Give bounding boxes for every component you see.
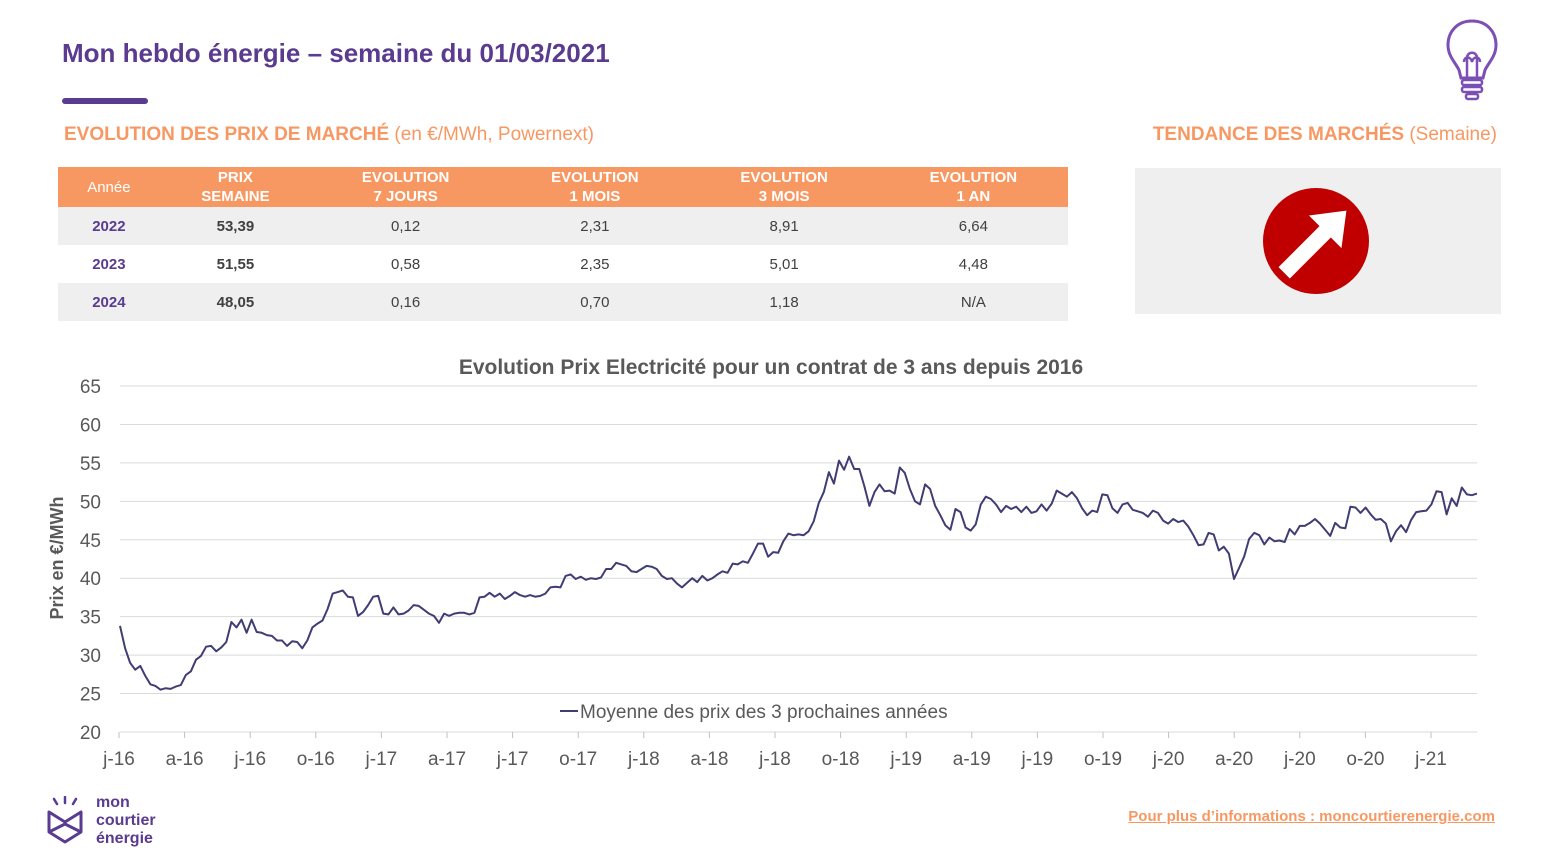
evolution-7d-cell: 0,58	[391, 255, 421, 273]
evolution-7d-cell: 0,12	[311, 207, 501, 245]
trend-heading-bold: TENDANCE DES MARCHÉS	[1152, 124, 1405, 145]
x-tick-label: j-20	[1283, 749, 1316, 770]
logo-text: mon courtier énergie	[96, 794, 156, 848]
trend-heading-light: (Semaine)	[1404, 124, 1497, 145]
x-tick-label: a-19	[953, 749, 991, 770]
evolution-1y-cell: 6,64	[878, 207, 1068, 245]
evolution-1m-cell: 0,70	[500, 283, 690, 321]
trend-box	[1135, 168, 1501, 314]
year-cell: 2022	[58, 207, 160, 245]
x-tick-label: j-21	[1414, 749, 1447, 770]
trend-section-heading: TENDANCE DES MARCHÉS (Semaine)	[1153, 124, 1497, 146]
series-line	[119, 455, 1478, 691]
y-tick-label: 55	[80, 454, 101, 475]
x-tick-label: j-20	[1152, 749, 1185, 770]
table-row: 2022 53,39 0,12 2,31 8,91 6,64	[58, 207, 1068, 245]
x-tick-label: o-19	[1084, 749, 1122, 770]
x-tick-label: o-17	[559, 749, 597, 770]
chart-title: Evolution Prix Electricité pour un contr…	[459, 356, 1083, 379]
evolution-3m-cell: 1,18	[689, 283, 879, 321]
price-cell: 48,05	[159, 283, 312, 321]
column-header: EVOLUTION 1 AN	[878, 167, 1068, 207]
x-tick-label: j-17	[365, 749, 398, 770]
y-axis: 20 25 30 35 40 45 50 55 60 65	[80, 377, 101, 744]
x-tick-label: j-18	[758, 749, 791, 770]
x-tick-label: a-18	[690, 749, 728, 770]
chart-legend: Moyenne des prix des 3 prochaines années	[560, 702, 948, 723]
table-row: 2023 51,55 0,58 2,35 5,01 4,48	[58, 245, 1068, 283]
y-tick-label: 25	[80, 685, 101, 706]
column-header: Année	[58, 167, 160, 207]
prices-section-heading: EVOLUTION DES PRIX DE MARCHÉ (en €/MWh, …	[64, 124, 594, 146]
price-table: Année PRIX SEMAINE EVOLUTION 7 JOURS EVOLU…	[58, 167, 1068, 321]
x-tick-label: a-16	[166, 749, 204, 770]
y-tick-label: 30	[80, 646, 101, 667]
x-tick-label: j-16	[102, 749, 135, 770]
evolution-1y-cell: N/A	[878, 283, 1068, 321]
chart-grid	[120, 385, 1477, 733]
x-tick-label: j-19	[889, 749, 922, 770]
logo-line: mon	[96, 794, 130, 811]
x-tick-label: j-18	[627, 749, 660, 770]
year-cell: 2023	[92, 255, 126, 273]
prices-heading-bold: EVOLUTION DES PRIX DE MARCHÉ	[64, 124, 390, 145]
legend-label: Moyenne des prix des 3 prochaines années	[580, 702, 948, 723]
logo-envelope-icon	[47, 796, 83, 844]
x-tick-label: o-20	[1346, 749, 1384, 770]
x-tick-label: j-19	[1021, 749, 1054, 770]
brand-logo: mon courtier énergie	[46, 794, 186, 854]
arrow-up-right-icon	[1263, 188, 1369, 294]
x-tick-label: j-16	[233, 749, 266, 770]
x-tick-label: a-20	[1215, 749, 1253, 770]
x-tick-label: a-17	[428, 749, 466, 770]
table-header-row: Année PRIX SEMAINE EVOLUTION 7 JOURS EVOLU…	[58, 167, 1068, 207]
table-row: 2024 48,05 0,16 0,70 1,18 N/A	[58, 283, 1068, 321]
evolution-7d-cell: 0,16	[311, 283, 501, 321]
price-cell: 51,55	[216, 255, 255, 273]
y-tick-label: 60	[80, 415, 101, 436]
y-tick-label: 65	[80, 377, 101, 398]
y-tick-label: 50	[80, 492, 101, 513]
x-axis: j-16 a-16 j-16 o-16 j-17 a-17 j-17 o-17 j-18 a-18…	[102, 732, 1447, 770]
y-tick-label: 45	[80, 531, 101, 552]
website-link[interactable]: Pour plus d’informations : moncourtieren…	[1128, 808, 1495, 825]
column-header: PRIX SEMAINE	[159, 167, 312, 207]
page-title: Mon hebdo énergie – semaine du 01/03/202…	[62, 38, 610, 68]
evolution-3m-cell: 5,01	[769, 255, 799, 273]
price-cell: 53,39	[159, 207, 312, 245]
logo-line: courtier	[96, 812, 156, 829]
logo-line: énergie	[96, 830, 153, 847]
evolution-1m-cell: 2,35	[580, 255, 610, 273]
column-header: EVOLUTION 1 MOIS	[500, 167, 690, 207]
x-tick-label: o-16	[297, 749, 335, 770]
prices-heading-light: (en €/MWh, Powernext)	[389, 124, 594, 145]
column-header: EVOLUTION 7 JOURS	[311, 167, 501, 207]
evolution-3m-cell: 8,91	[689, 207, 879, 245]
year-cell: 2024	[58, 283, 160, 321]
y-tick-label: 20	[80, 723, 101, 744]
x-tick-label: j-17	[496, 749, 529, 770]
y-axis-label: Prix en €/MWh	[47, 496, 67, 619]
price-line-chart: Evolution Prix Electricité pour un contr…	[47, 356, 1478, 770]
y-tick-label: 35	[80, 608, 101, 629]
y-tick-label: 40	[80, 569, 101, 590]
title-underline	[62, 98, 148, 104]
lightbulb-icon	[1446, 19, 1498, 101]
column-header: EVOLUTION 3 MOIS	[689, 167, 879, 207]
x-tick-label: o-18	[822, 749, 860, 770]
evolution-1y-cell: 4,48	[958, 255, 988, 273]
evolution-1m-cell: 2,31	[500, 207, 690, 245]
